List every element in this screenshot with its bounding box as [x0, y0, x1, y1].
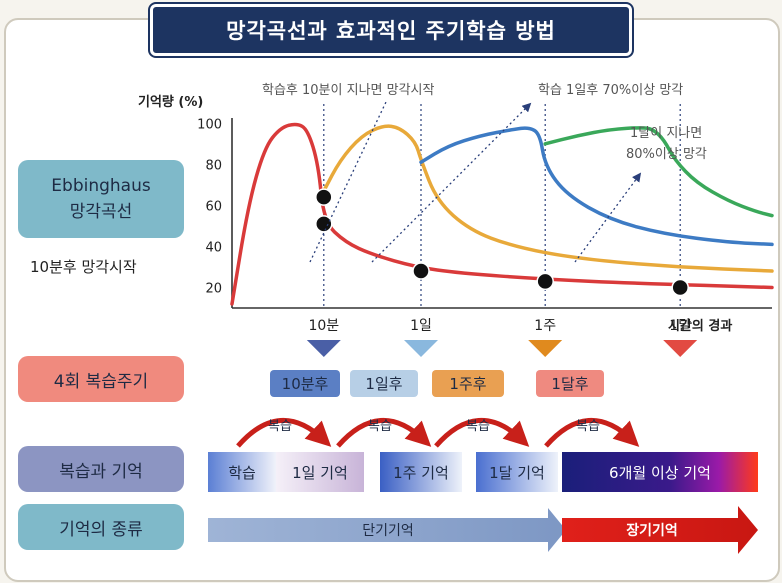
annotation-after-1day: 학습 1일후 70%이상 망각: [538, 83, 683, 98]
review-memory-box: 복습과 기억: [18, 446, 184, 492]
x-tick-label: 1달: [669, 318, 691, 334]
y-tick-label: 100: [197, 117, 222, 132]
y-tick-label: 60: [205, 199, 222, 214]
ebbinghaus-label-line1: Ebbinghaus: [51, 176, 151, 196]
memory-type-box: 기억의 종류: [18, 504, 184, 550]
memory-segment: 1일 기억: [292, 463, 348, 482]
review-tag: 1주후: [432, 370, 504, 397]
curve-line: [322, 124, 774, 273]
memory-segment: 6개월 이상 기억: [609, 463, 711, 482]
annotation-after-1month-2: 80%이상 망각: [626, 147, 707, 162]
segment-bg-1week: [380, 452, 462, 492]
curve-line: [230, 122, 774, 306]
review-arrows: 복습 복습 복습 복습: [236, 417, 640, 448]
review-arrow-label: 복습: [466, 419, 490, 434]
curve-line: [419, 126, 774, 247]
review-point-marker: [315, 188, 333, 206]
y-axis-label: 기억량 (%): [138, 95, 203, 110]
review-triangle: [663, 340, 698, 357]
forgetting-curves: [230, 122, 774, 306]
review-triangles: [306, 340, 698, 357]
review-point-marker: [536, 272, 554, 291]
review-arrow-label: 복습: [576, 419, 600, 434]
review-curved-arrow: [336, 417, 432, 448]
y-tick-labels: 100 80 60 40 20: [197, 117, 222, 296]
review-point-marker: [412, 262, 430, 280]
memory-segment: 학습: [228, 463, 256, 482]
x-tick-label: 10분: [308, 318, 339, 334]
page-title: 망각곡선과 효과적인 주기학습 방법: [150, 4, 632, 56]
segment-bg-1month: [476, 452, 558, 492]
review-triangle: [306, 340, 341, 357]
ebbinghaus-box: Ebbinghaus 망각곡선: [18, 160, 184, 238]
review-triangle: [404, 340, 438, 357]
review-arrow-label: 복습: [268, 419, 292, 434]
y-tick-label: 40: [205, 240, 222, 255]
review-arrow-label: 복습: [368, 419, 392, 434]
review-curved-arrow: [544, 417, 640, 448]
arrow-after-1day: [371, 102, 532, 263]
x-axis-label: 시간의 경과: [668, 318, 732, 334]
review-triangle: [528, 340, 563, 357]
curve-line: [543, 126, 774, 218]
annotation-after-10min: 학습후 10분이 지나면 망각시작: [262, 83, 434, 98]
short-term-label: 단기기억: [362, 523, 414, 539]
review-point-marker: [671, 278, 689, 297]
segment-bg-1day: [276, 452, 364, 492]
review-curved-arrow: [434, 417, 530, 448]
ebbinghaus-note: 10분후 망각시작: [30, 258, 137, 276]
review-point-marker: [315, 215, 333, 233]
segment-bg-6months: [562, 452, 758, 492]
review-cycle-box: 4회 복습주기: [18, 356, 184, 402]
review-tag: 1일후: [350, 370, 418, 397]
x-tick-labels: 10분 1일 1주 1달: [308, 318, 691, 334]
review-markers: [315, 188, 689, 297]
annotation-after-1month-1: 1달이 지나면: [630, 126, 702, 141]
long-term-arrow: [562, 506, 758, 554]
y-tick-label: 20: [205, 281, 222, 296]
long-term-label: 장기기억: [626, 522, 678, 539]
y-tick-label: 80: [205, 158, 222, 173]
memory-segment: 1주 기억: [393, 463, 449, 482]
segment-bg-study: [208, 452, 276, 492]
x-tick-label: 1주: [534, 318, 556, 334]
ebbinghaus-label-line2: 망각곡선: [69, 202, 133, 222]
review-tag: 1달후: [536, 370, 604, 397]
review-tag: 10분후: [270, 370, 340, 397]
x-tick-label: 1일: [410, 318, 432, 334]
review-curved-arrow: [236, 417, 332, 448]
arrow-after-1month: [574, 172, 642, 263]
memory-segment: 1달 기억: [489, 463, 545, 482]
short-term-arrow: [208, 508, 566, 552]
